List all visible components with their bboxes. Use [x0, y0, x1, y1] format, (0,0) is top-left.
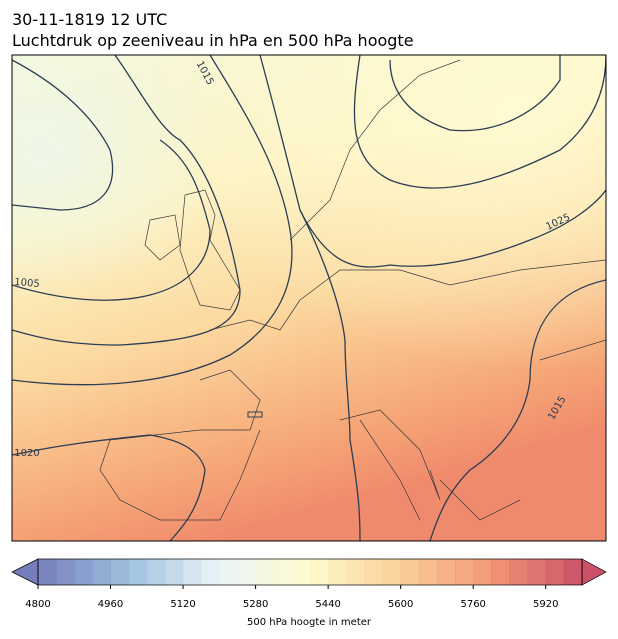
contour-label: 1020	[14, 448, 39, 459]
contour-label: 1005	[14, 277, 40, 290]
colorbar-segment	[328, 559, 347, 585]
colorbar-extend-high	[581, 558, 607, 586]
colorbar-segment	[255, 559, 275, 585]
colorbar-segment	[418, 559, 438, 585]
map-frame	[11, 54, 607, 542]
colorbar-tick-label: 4800	[25, 599, 50, 610]
colorbar-segment	[400, 559, 420, 585]
colorbar-segment	[110, 559, 130, 585]
colorbar-segment	[310, 559, 329, 585]
colorbar-segment	[146, 559, 166, 585]
colorbar-segment	[237, 559, 257, 585]
colorbar-tick-label: 5600	[388, 599, 413, 610]
colorbar-tick-label: 4960	[98, 599, 123, 610]
colorbar-segment	[219, 559, 238, 585]
colorbar-segment	[382, 559, 402, 585]
colorbar-segment	[491, 559, 510, 585]
colorbar-tick-label: 5280	[243, 599, 268, 610]
colorbar-segment	[473, 559, 492, 585]
colorbar-segment	[92, 559, 112, 585]
colorbar-segment	[563, 559, 583, 585]
colorbar-segment	[545, 559, 565, 585]
colorbar-segment	[128, 559, 148, 585]
colorbar-segment	[38, 559, 57, 585]
colorbar-label: 500 hPa hoogte in meter	[247, 617, 372, 628]
colorbar-tick-label: 5440	[315, 599, 340, 610]
colorbar-segment	[455, 559, 474, 585]
colorbar-tick-label: 5760	[460, 599, 485, 610]
colorbar-segment	[183, 559, 202, 585]
colorbar-segment	[364, 559, 384, 585]
map	[12, 55, 606, 541]
colorbar-segment	[164, 559, 184, 585]
colorbar-segment	[527, 559, 547, 585]
colorbar-segment	[273, 559, 293, 585]
colorbar: 4800 4960 5120 5280 5440 5600 5760 5920	[11, 558, 607, 610]
colorbar-segment	[346, 559, 365, 585]
colorbar-segment	[436, 559, 456, 585]
colorbar-segment	[56, 559, 75, 585]
title: Luchtdruk op zeeniveau in hPa en 500 hPa…	[12, 31, 414, 50]
colorbar-segment	[291, 559, 311, 585]
date: 30-11-1819 12 UTC	[12, 10, 167, 29]
colorbar-extend-low	[11, 558, 39, 586]
colorbar-segment	[509, 559, 529, 585]
colorbar-tick-label: 5920	[533, 599, 558, 610]
colorbar-segment	[74, 559, 93, 585]
colorbar-frame	[37, 558, 583, 586]
colorbar-segment	[201, 559, 220, 585]
colorbar-tick-label: 5120	[170, 599, 195, 610]
